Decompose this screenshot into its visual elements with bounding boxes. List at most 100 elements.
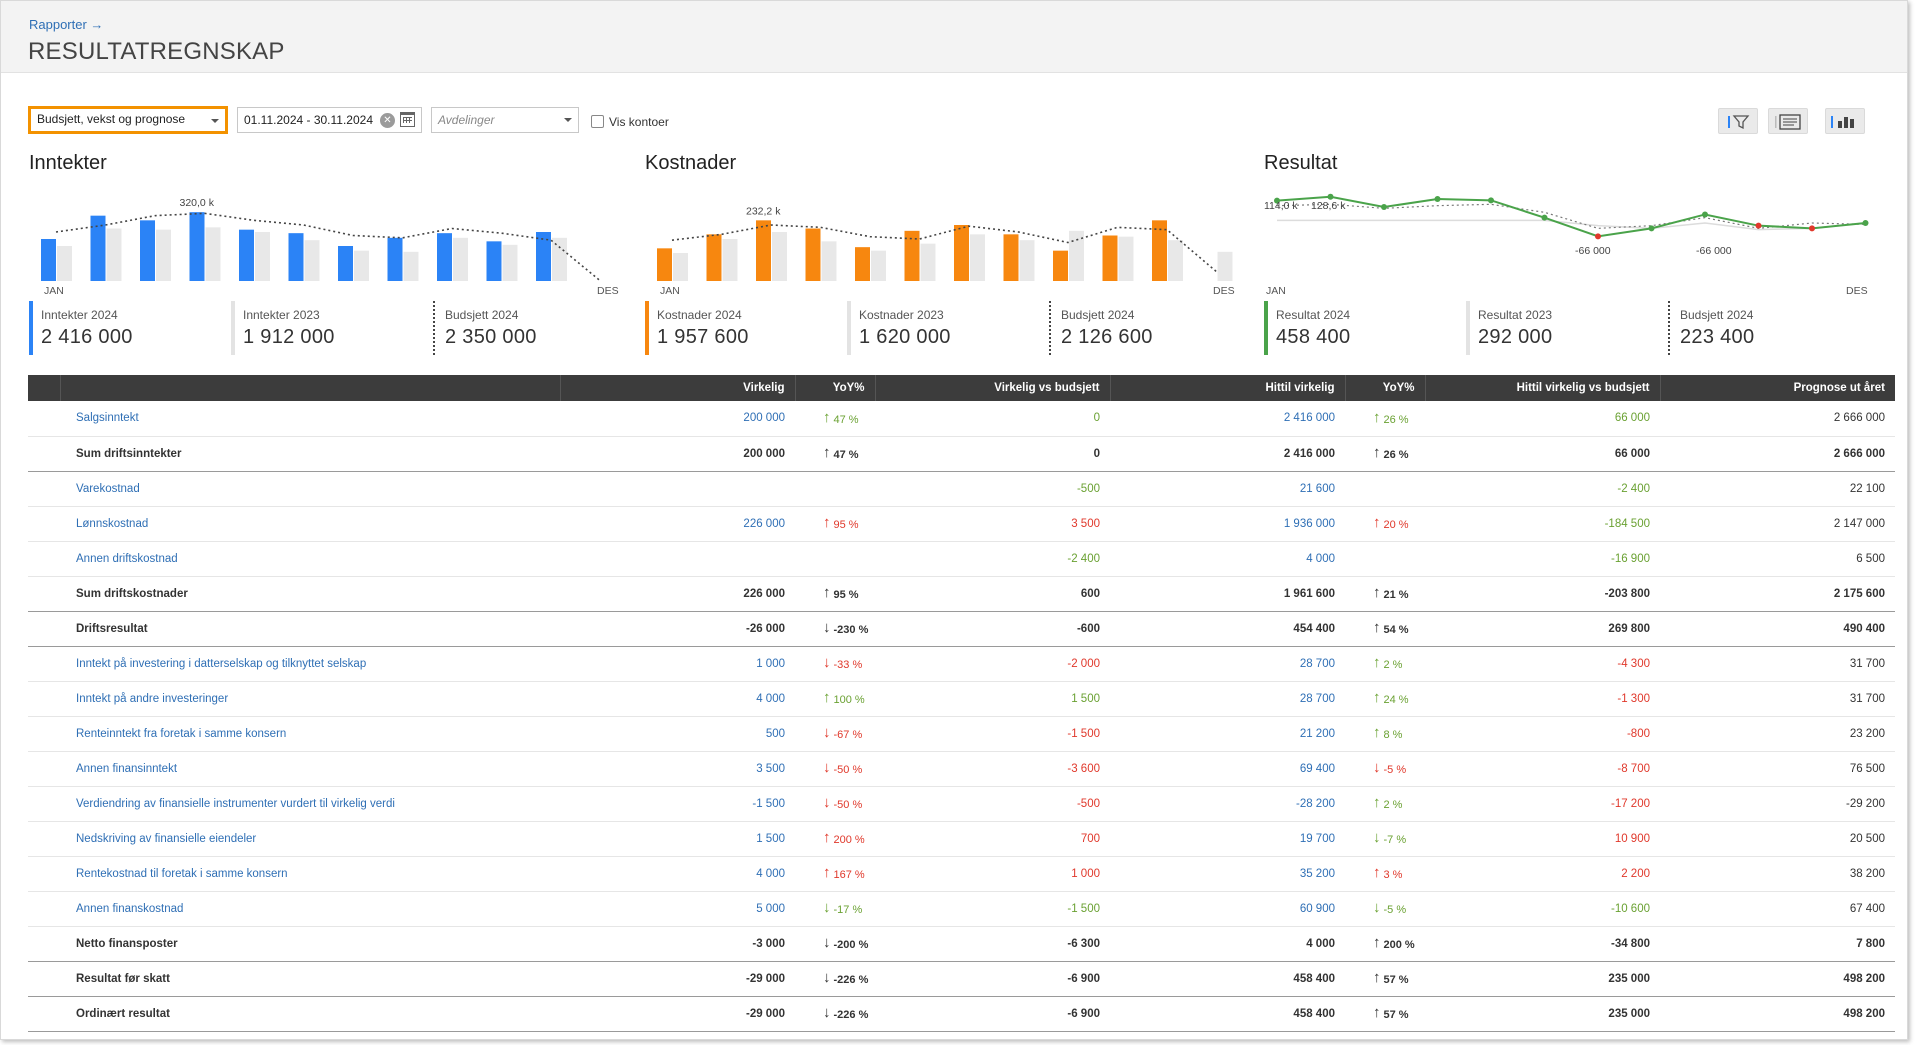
account-name[interactable]: Inntekt på investering i datterselskap o… <box>60 646 560 682</box>
account-name[interactable]: Verdiendring av finansielle instrumenter… <box>60 786 560 822</box>
virkelig-value[interactable]: 1 000 <box>560 646 795 682</box>
table-row[interactable]: Nedskriving av finansielle eiendeler 1 50… <box>28 821 1895 857</box>
row-spacer <box>28 961 60 997</box>
yoy-value: -7 % <box>1383 834 1407 846</box>
yoy-indicator: ↑ 200 % <box>1373 934 1415 951</box>
table-row[interactable]: Inntekt på andre investeringer 4 000 ↑ 100 … <box>28 681 1895 717</box>
clear-icon[interactable]: ✕ <box>380 113 395 128</box>
account-name[interactable]: Nedskriving av finansielle eiendeler <box>60 821 560 857</box>
virkelig-value[interactable]: 200 000 <box>560 401 795 437</box>
col-header-virkelig-vs-budsjett[interactable]: Virkelig vs budsjett <box>875 375 1111 401</box>
table-row[interactable]: Renteinntekt fra foretak i samme konsern… <box>28 716 1895 752</box>
departments-select[interactable]: Avdelinger <box>431 107 579 133</box>
budget-line <box>55 212 602 282</box>
x-axis-start-label: JAN <box>660 285 680 296</box>
account-name[interactable]: Renteinntekt fra foretak i samme konsern <box>60 716 560 752</box>
hittil-virkelig-value[interactable]: 4 000 <box>1110 541 1345 577</box>
hittil-virkelig-value[interactable]: 28 700 <box>1110 646 1345 682</box>
virkelig-value[interactable]: 4 000 <box>560 856 795 892</box>
hittil-virkelig-value[interactable]: 1 936 000 <box>1110 506 1345 542</box>
table-row[interactable]: Annen driftskostnad -2 400 4 000 -16 900 6 5… <box>28 541 1895 577</box>
yoy-value: 57 % <box>1383 1009 1409 1021</box>
hittil-yoy-cell: ↑ 8 % <box>1345 716 1425 752</box>
table-row[interactable]: Annen finansinntekt 3 500 ↓ -50 % -3 600 69 4… <box>28 751 1895 787</box>
prognose-value: 7 800 <box>1660 926 1895 962</box>
account-name[interactable]: Rentekostnad til foretak i samme konsern <box>60 856 560 892</box>
yoy-indicator: ↓ -17 % <box>823 899 862 916</box>
prognose-value: 20 500 <box>1660 821 1895 857</box>
calendar-icon[interactable] <box>400 112 415 127</box>
virkelig-value[interactable]: 4 000 <box>560 681 795 717</box>
hittil-virkelig-value[interactable]: 28 700 <box>1110 681 1345 717</box>
virkelig-value[interactable]: 5 000 <box>560 891 795 927</box>
kpi-color-bar <box>1264 301 1268 355</box>
show-accounts-checkbox[interactable] <box>591 115 604 128</box>
account-name[interactable]: Annen finanskostnad <box>60 891 560 927</box>
table-row[interactable]: Salgsinntekt 200 000 ↑ 47 % 0 2 416 000 ↑ 26 % 6… <box>28 401 1895 437</box>
col-header-hittil-yoy[interactable]: YoY% <box>1345 375 1426 401</box>
report-type-select[interactable]: Budsjett, vekst og prognose <box>28 106 228 134</box>
virkelig-vs-budsjett-value: -6 900 <box>875 996 1110 1032</box>
virkelig-value[interactable]: 500 <box>560 716 795 752</box>
row-spacer <box>28 471 60 507</box>
table-view-button[interactable] <box>1768 108 1808 134</box>
yoy-value: -230 % <box>833 624 869 636</box>
table-row[interactable]: Varekostnad -500 21 600 -2 400 22 100 <box>28 471 1895 507</box>
hittil-virkelig-value[interactable]: -28 200 <box>1110 786 1345 822</box>
hittil-virkelig-value[interactable]: 2 416 000 <box>1110 401 1345 437</box>
inntekter-title: Inntekter <box>29 152 107 174</box>
col-header-hittil-vs-budsjett[interactable]: Hittil virkelig vs budsjett <box>1425 375 1661 401</box>
account-name[interactable]: Lønnskostnad <box>60 506 560 542</box>
hittil-virkelig-value[interactable]: 69 400 <box>1110 751 1345 787</box>
virkelig-value[interactable]: -1 500 <box>560 786 795 822</box>
col-header-hittil-virkelig[interactable]: Hittil virkelig <box>1110 375 1346 401</box>
table-row[interactable]: Inntekt på investering i datterselskap o… <box>28 646 1895 682</box>
hittil-virkelig-value[interactable]: 21 200 <box>1110 716 1345 752</box>
virkelig-vs-budsjett-value: -2 400 <box>875 541 1110 577</box>
hittil-virkelig-value[interactable]: 19 700 <box>1110 821 1345 857</box>
kpi-label: Resultat 2023 <box>1478 308 1553 322</box>
hittil-virkelig-value[interactable]: 35 200 <box>1110 856 1345 892</box>
hittil-yoy-cell <box>1345 541 1425 577</box>
show-accounts-label[interactable]: Vis kontoer <box>609 115 669 129</box>
kpi-kostnader-2024: Kostnader 2024 1 957 600 <box>645 301 749 355</box>
virkelig-value[interactable]: 1 500 <box>560 821 795 857</box>
table-row[interactable]: Lønnskostnad 226 000 ↑ 95 % 3 500 1 936 000 ↑ 2… <box>28 506 1895 542</box>
yoy-value: -67 % <box>833 729 863 741</box>
prognose-value: 67 400 <box>1660 891 1895 927</box>
virkelig-value[interactable] <box>560 541 795 577</box>
yoy-value: -50 % <box>833 799 863 811</box>
chart-view-button[interactable] <box>1825 108 1865 134</box>
table-row[interactable]: Annen finanskostnad 5 000 ↓ -17 % -1 500 60 9… <box>28 891 1895 927</box>
bar-current-year <box>41 239 56 281</box>
table-row[interactable]: Rentekostnad til foretak i samme konsern… <box>28 856 1895 892</box>
bar-prev-year <box>552 237 567 281</box>
bar-prev-year <box>255 232 270 281</box>
yoy-cell: ↓ -226 % <box>795 996 875 1032</box>
arrow-down-icon: ↓ <box>823 724 831 741</box>
virkelig-value[interactable]: 3 500 <box>560 751 795 787</box>
col-header-virkelig[interactable]: Virkelig <box>560 375 796 401</box>
col-header-prognose[interactable]: Prognose ut året <box>1660 375 1895 401</box>
virkelig-value: -29 000 <box>560 996 795 1032</box>
hittil-vs-budsjett-value: 66 000 <box>1425 436 1660 472</box>
account-name[interactable]: Annen finansinntekt <box>60 751 560 787</box>
budget-line <box>671 224 1218 273</box>
account-name[interactable]: Inntekt på andre investeringer <box>60 681 560 717</box>
arrow-down-icon: ↓ <box>823 1004 831 1021</box>
hittil-virkelig-value[interactable]: 21 600 <box>1110 471 1345 507</box>
filter-button[interactable] <box>1718 108 1758 134</box>
account-name[interactable]: Annen driftskostnad <box>60 541 560 577</box>
account-name: Sum driftsinntekter <box>60 436 560 472</box>
date-range-field[interactable]: 01.11.2024 - 30.11.2024 ✕ <box>237 107 422 133</box>
account-name[interactable]: Varekostnad <box>60 471 560 507</box>
yoy-cell: ↓ -50 % <box>795 751 875 787</box>
table-row[interactable]: Verdiendring av finansielle instrumenter… <box>28 786 1895 822</box>
arrow-down-icon: ↓ <box>823 654 831 671</box>
virkelig-value[interactable] <box>560 471 795 507</box>
col-header-yoy[interactable]: YoY% <box>795 375 876 401</box>
virkelig-value[interactable]: 226 000 <box>560 506 795 542</box>
hittil-virkelig-value[interactable]: 60 900 <box>1110 891 1345 927</box>
account-name[interactable]: Salgsinntekt <box>60 401 560 437</box>
breadcrumb-rapporter[interactable]: Rapporter → <box>29 17 104 32</box>
